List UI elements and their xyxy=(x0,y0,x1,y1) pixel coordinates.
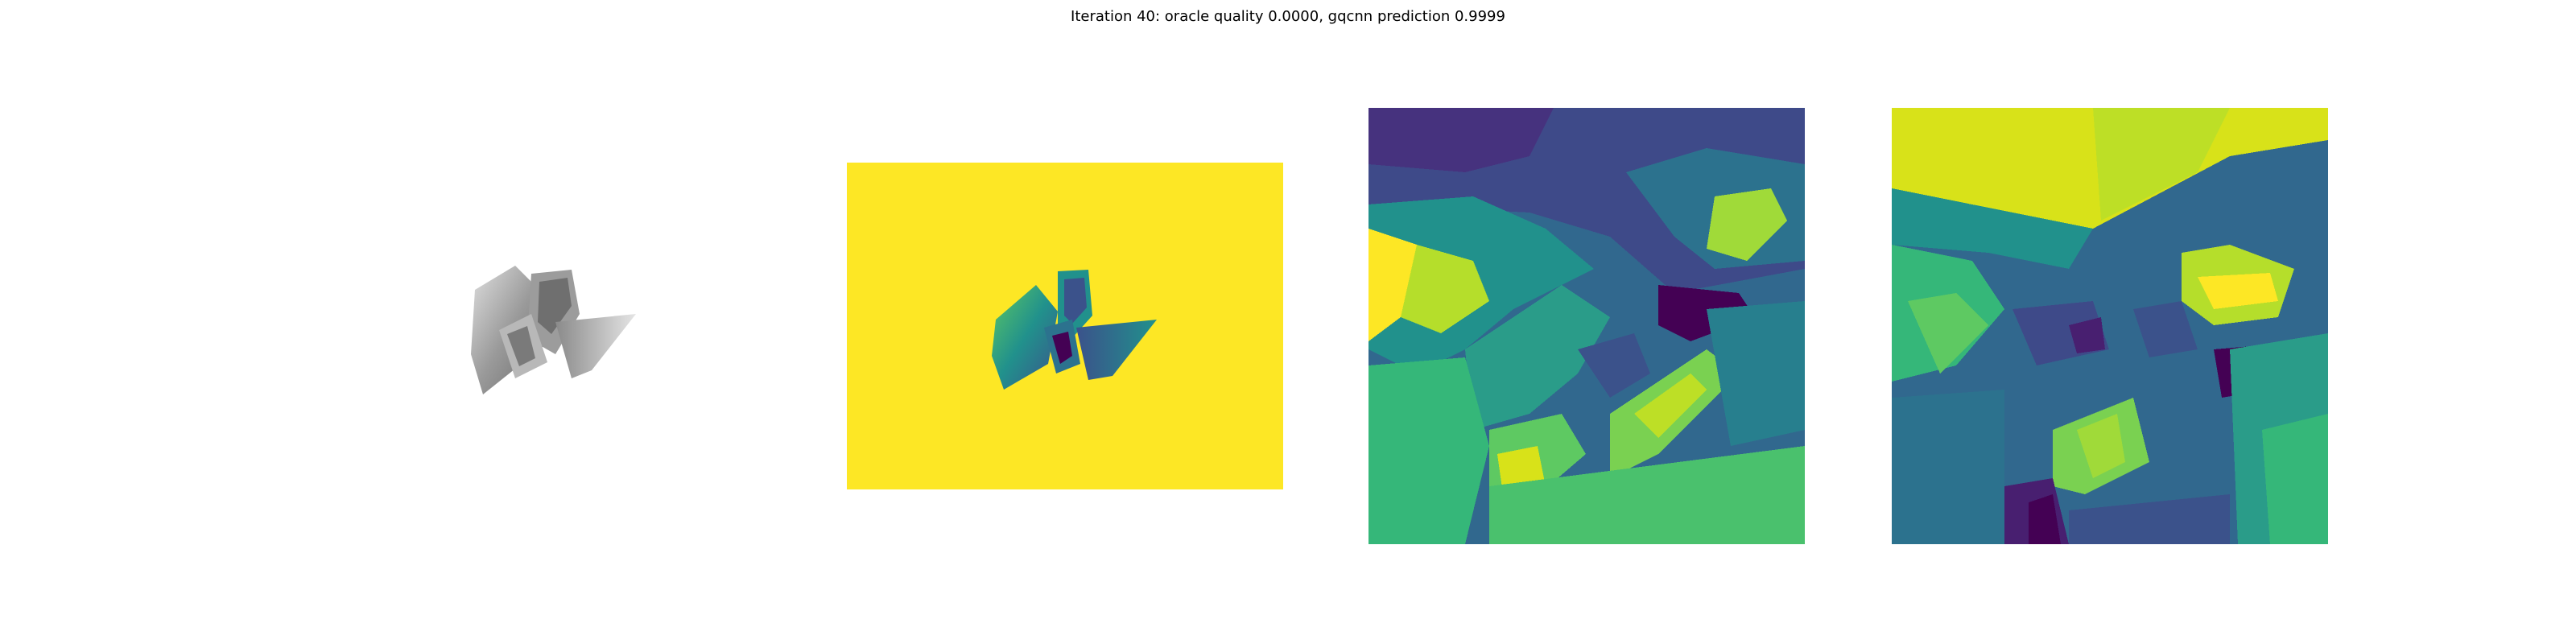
depth-image xyxy=(847,163,1283,489)
gqcnn-crop-2-panel xyxy=(1892,108,2328,544)
figure-title: Iteration 40: oracle quality 0.0000, gqc… xyxy=(1071,8,1505,25)
depth-image-panel xyxy=(847,163,1283,489)
rendered-object-panel xyxy=(451,258,660,411)
rendered-object-image xyxy=(471,266,636,394)
gqcnn-crop-2-image xyxy=(1892,108,2328,544)
gqcnn-crop-1-image xyxy=(1368,108,1805,544)
gqcnn-crop-1-panel xyxy=(1368,108,1805,544)
